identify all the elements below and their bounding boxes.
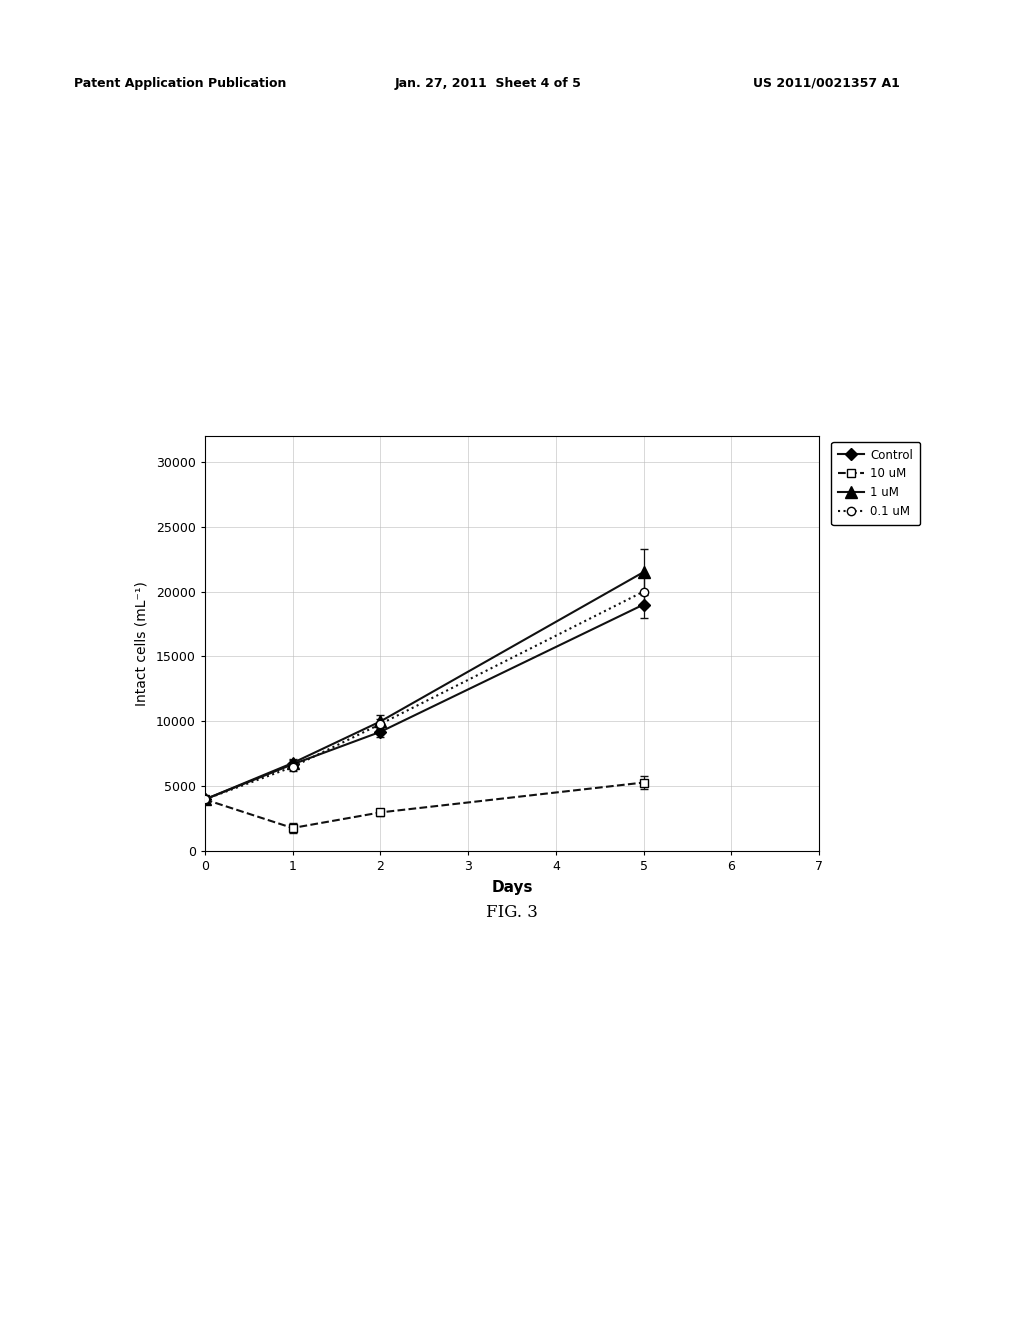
Y-axis label: Intact cells (mL⁻¹): Intact cells (mL⁻¹) bbox=[135, 581, 148, 706]
Text: Jan. 27, 2011  Sheet 4 of 5: Jan. 27, 2011 Sheet 4 of 5 bbox=[394, 77, 581, 90]
Text: Patent Application Publication: Patent Application Publication bbox=[74, 77, 286, 90]
X-axis label: Days: Days bbox=[492, 880, 532, 895]
Legend: Control, 10 uM, 1 uM, 0.1 uM: Control, 10 uM, 1 uM, 0.1 uM bbox=[831, 441, 921, 525]
Text: US 2011/0021357 A1: US 2011/0021357 A1 bbox=[753, 77, 899, 90]
Text: FIG. 3: FIG. 3 bbox=[486, 904, 538, 921]
